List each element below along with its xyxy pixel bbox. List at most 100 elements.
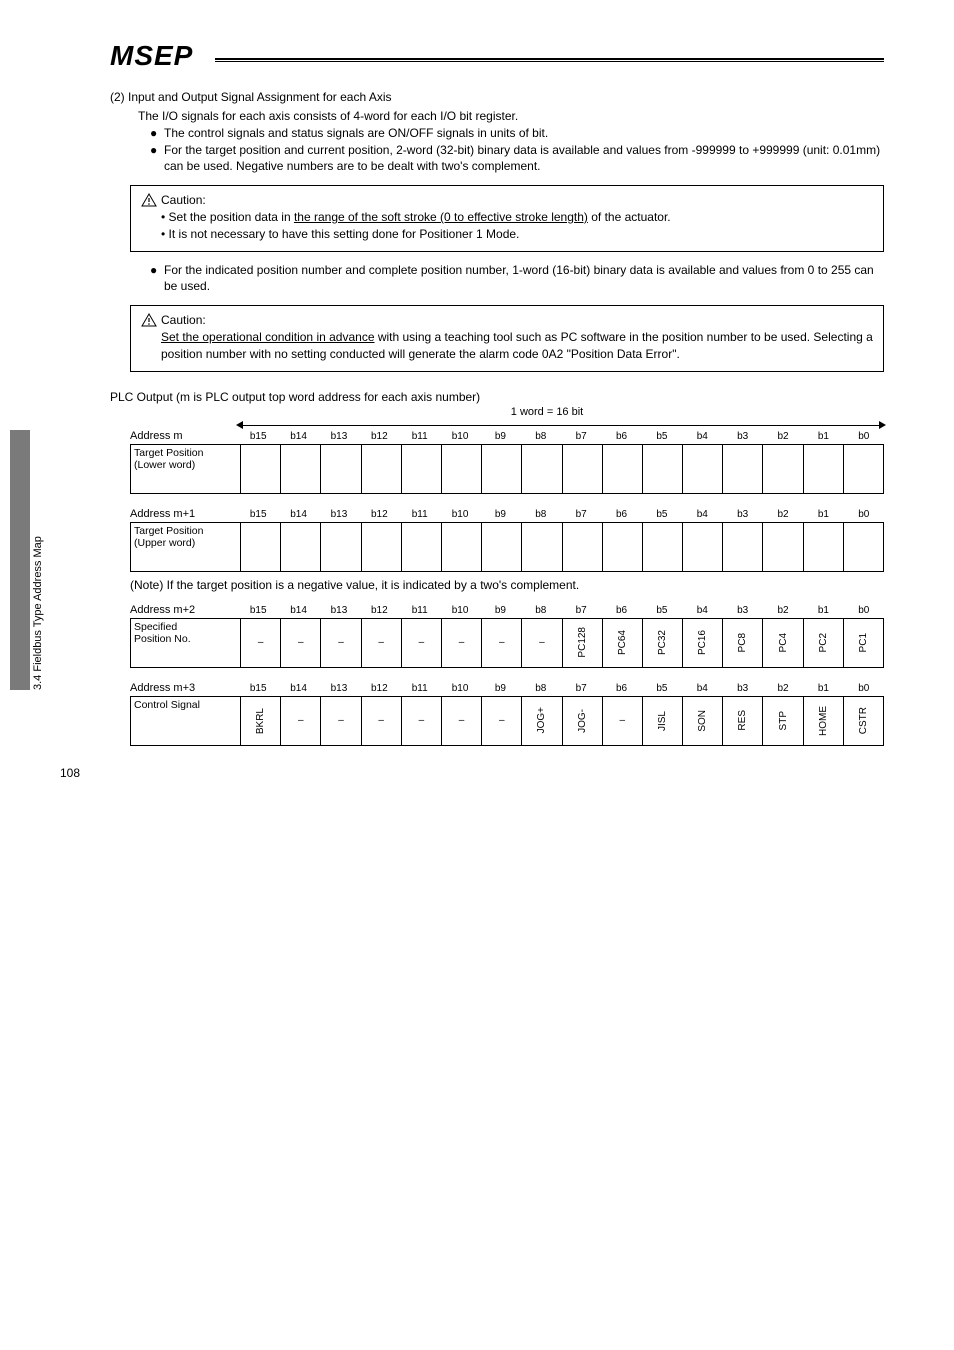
bit-header: b8: [521, 509, 561, 522]
bit-header: b11: [400, 683, 440, 696]
bit-header: b3: [723, 683, 763, 696]
address-label: Address m+3: [130, 682, 238, 696]
caution-body: • Set the position data in the range of …: [161, 209, 873, 226]
bit-cell: [603, 522, 643, 572]
bit-cell: –: [281, 696, 321, 746]
bit-header: b13: [319, 683, 359, 696]
bit-cell: PC2: [804, 618, 844, 668]
bit-header: b10: [440, 605, 480, 618]
bit-cell: [643, 444, 683, 494]
bit-header: b9: [480, 509, 520, 522]
bullet-item: ● For the target position and current po…: [150, 142, 884, 176]
bit-cell: –: [603, 696, 643, 746]
address-label: Address m: [130, 430, 238, 444]
bit-cell: [683, 444, 723, 494]
address-table: Address mb15b14b13b12b11b10b9b8b7b6b5b4b…: [130, 420, 884, 494]
bit-header: b15: [238, 605, 278, 618]
bit-header: b2: [763, 683, 803, 696]
logo-rule: [215, 58, 884, 62]
bit-header: b3: [723, 509, 763, 522]
bit-header: b3: [723, 605, 763, 618]
warning-icon: [141, 193, 157, 207]
address-label: Address m+1: [130, 508, 238, 522]
bit-header: b5: [642, 431, 682, 444]
bit-cell: [362, 522, 402, 572]
plc-title: PLC Output (m is PLC output top word add…: [110, 390, 884, 404]
bit-cell: [723, 444, 763, 494]
bit-header: b13: [319, 509, 359, 522]
bit-header: b8: [521, 431, 561, 444]
bit-cell: –: [482, 618, 522, 668]
bit-cell: STP: [763, 696, 803, 746]
bit-header: b9: [480, 683, 520, 696]
address-label: Address m+2: [130, 604, 238, 618]
bit-cell: [844, 444, 884, 494]
bullet-text: For the indicated position number and co…: [164, 262, 884, 296]
caution-box-2: Caution: Set the operational condition i…: [130, 305, 884, 371]
table-note: (Note) If the target position is a negat…: [130, 578, 884, 592]
bit-cell: [482, 522, 522, 572]
bit-header: b14: [278, 509, 318, 522]
logo-text: MSEP: [110, 40, 193, 72]
bit-cell: [763, 522, 803, 572]
bit-header: b10: [440, 431, 480, 444]
bit-cell: SON: [683, 696, 723, 746]
bit-header: b12: [359, 683, 399, 696]
bit-cell: [321, 522, 361, 572]
bit-cell: [522, 522, 562, 572]
bit-cell: –: [321, 618, 361, 668]
bit-cell: HOME: [804, 696, 844, 746]
bullet-text: For the target position and current posi…: [164, 142, 884, 176]
caution-body: • It is not necessary to have this setti…: [161, 226, 873, 243]
bit-header: b14: [278, 605, 318, 618]
bit-header: b0: [844, 605, 884, 618]
bit-header: b0: [844, 509, 884, 522]
bit-cell: [804, 522, 844, 572]
bit-header: b15: [238, 431, 278, 444]
bit-header: b2: [763, 605, 803, 618]
bit-cell: JOG+: [522, 696, 562, 746]
bit-header: b1: [803, 431, 843, 444]
bit-cell: [240, 522, 281, 572]
bit-header: b6: [601, 431, 641, 444]
bit-header: b4: [682, 431, 722, 444]
bit-header: b2: [763, 509, 803, 522]
bit-cell: JISL: [643, 696, 683, 746]
bit-header: b0: [844, 683, 884, 696]
bit-header: b7: [561, 509, 601, 522]
bit-cell: [563, 444, 603, 494]
bit-cell: [281, 522, 321, 572]
bit-header: b6: [601, 683, 641, 696]
bit-cell: [563, 522, 603, 572]
bit-cell: –: [442, 618, 482, 668]
bit-header: b15: [238, 509, 278, 522]
bit-header: b2: [763, 431, 803, 444]
section-title: (2) Input and Output Signal Assignment f…: [110, 90, 884, 104]
bit-cell: [281, 444, 321, 494]
bit-header: b12: [359, 605, 399, 618]
bit-header: b1: [803, 683, 843, 696]
word-note: 1 word = 16 bit: [210, 406, 884, 418]
section-intro: The I/O signals for each axis consists o…: [138, 108, 884, 125]
bit-header: b7: [561, 605, 601, 618]
bit-cell: –: [281, 618, 321, 668]
bit-header: b14: [278, 431, 318, 444]
bullet-item: ● The control signals and status signals…: [150, 125, 884, 142]
bit-header: b1: [803, 605, 843, 618]
bit-header: b5: [642, 683, 682, 696]
bit-cell: [362, 444, 402, 494]
bit-header: b9: [480, 431, 520, 444]
bit-cell: –: [240, 618, 281, 668]
bit-header: b14: [278, 683, 318, 696]
bit-cell: [763, 444, 803, 494]
bit-cell: PC8: [723, 618, 763, 668]
caution-box-1: Caution: • Set the position data in the …: [130, 185, 884, 251]
bit-cell: PC1: [844, 618, 884, 668]
bit-header: b4: [682, 683, 722, 696]
bit-header: b8: [521, 605, 561, 618]
bit-header: b4: [682, 605, 722, 618]
bit-header: b11: [400, 605, 440, 618]
bit-header: b1: [803, 509, 843, 522]
bit-cell: –: [442, 696, 482, 746]
bit-cell: [442, 522, 482, 572]
